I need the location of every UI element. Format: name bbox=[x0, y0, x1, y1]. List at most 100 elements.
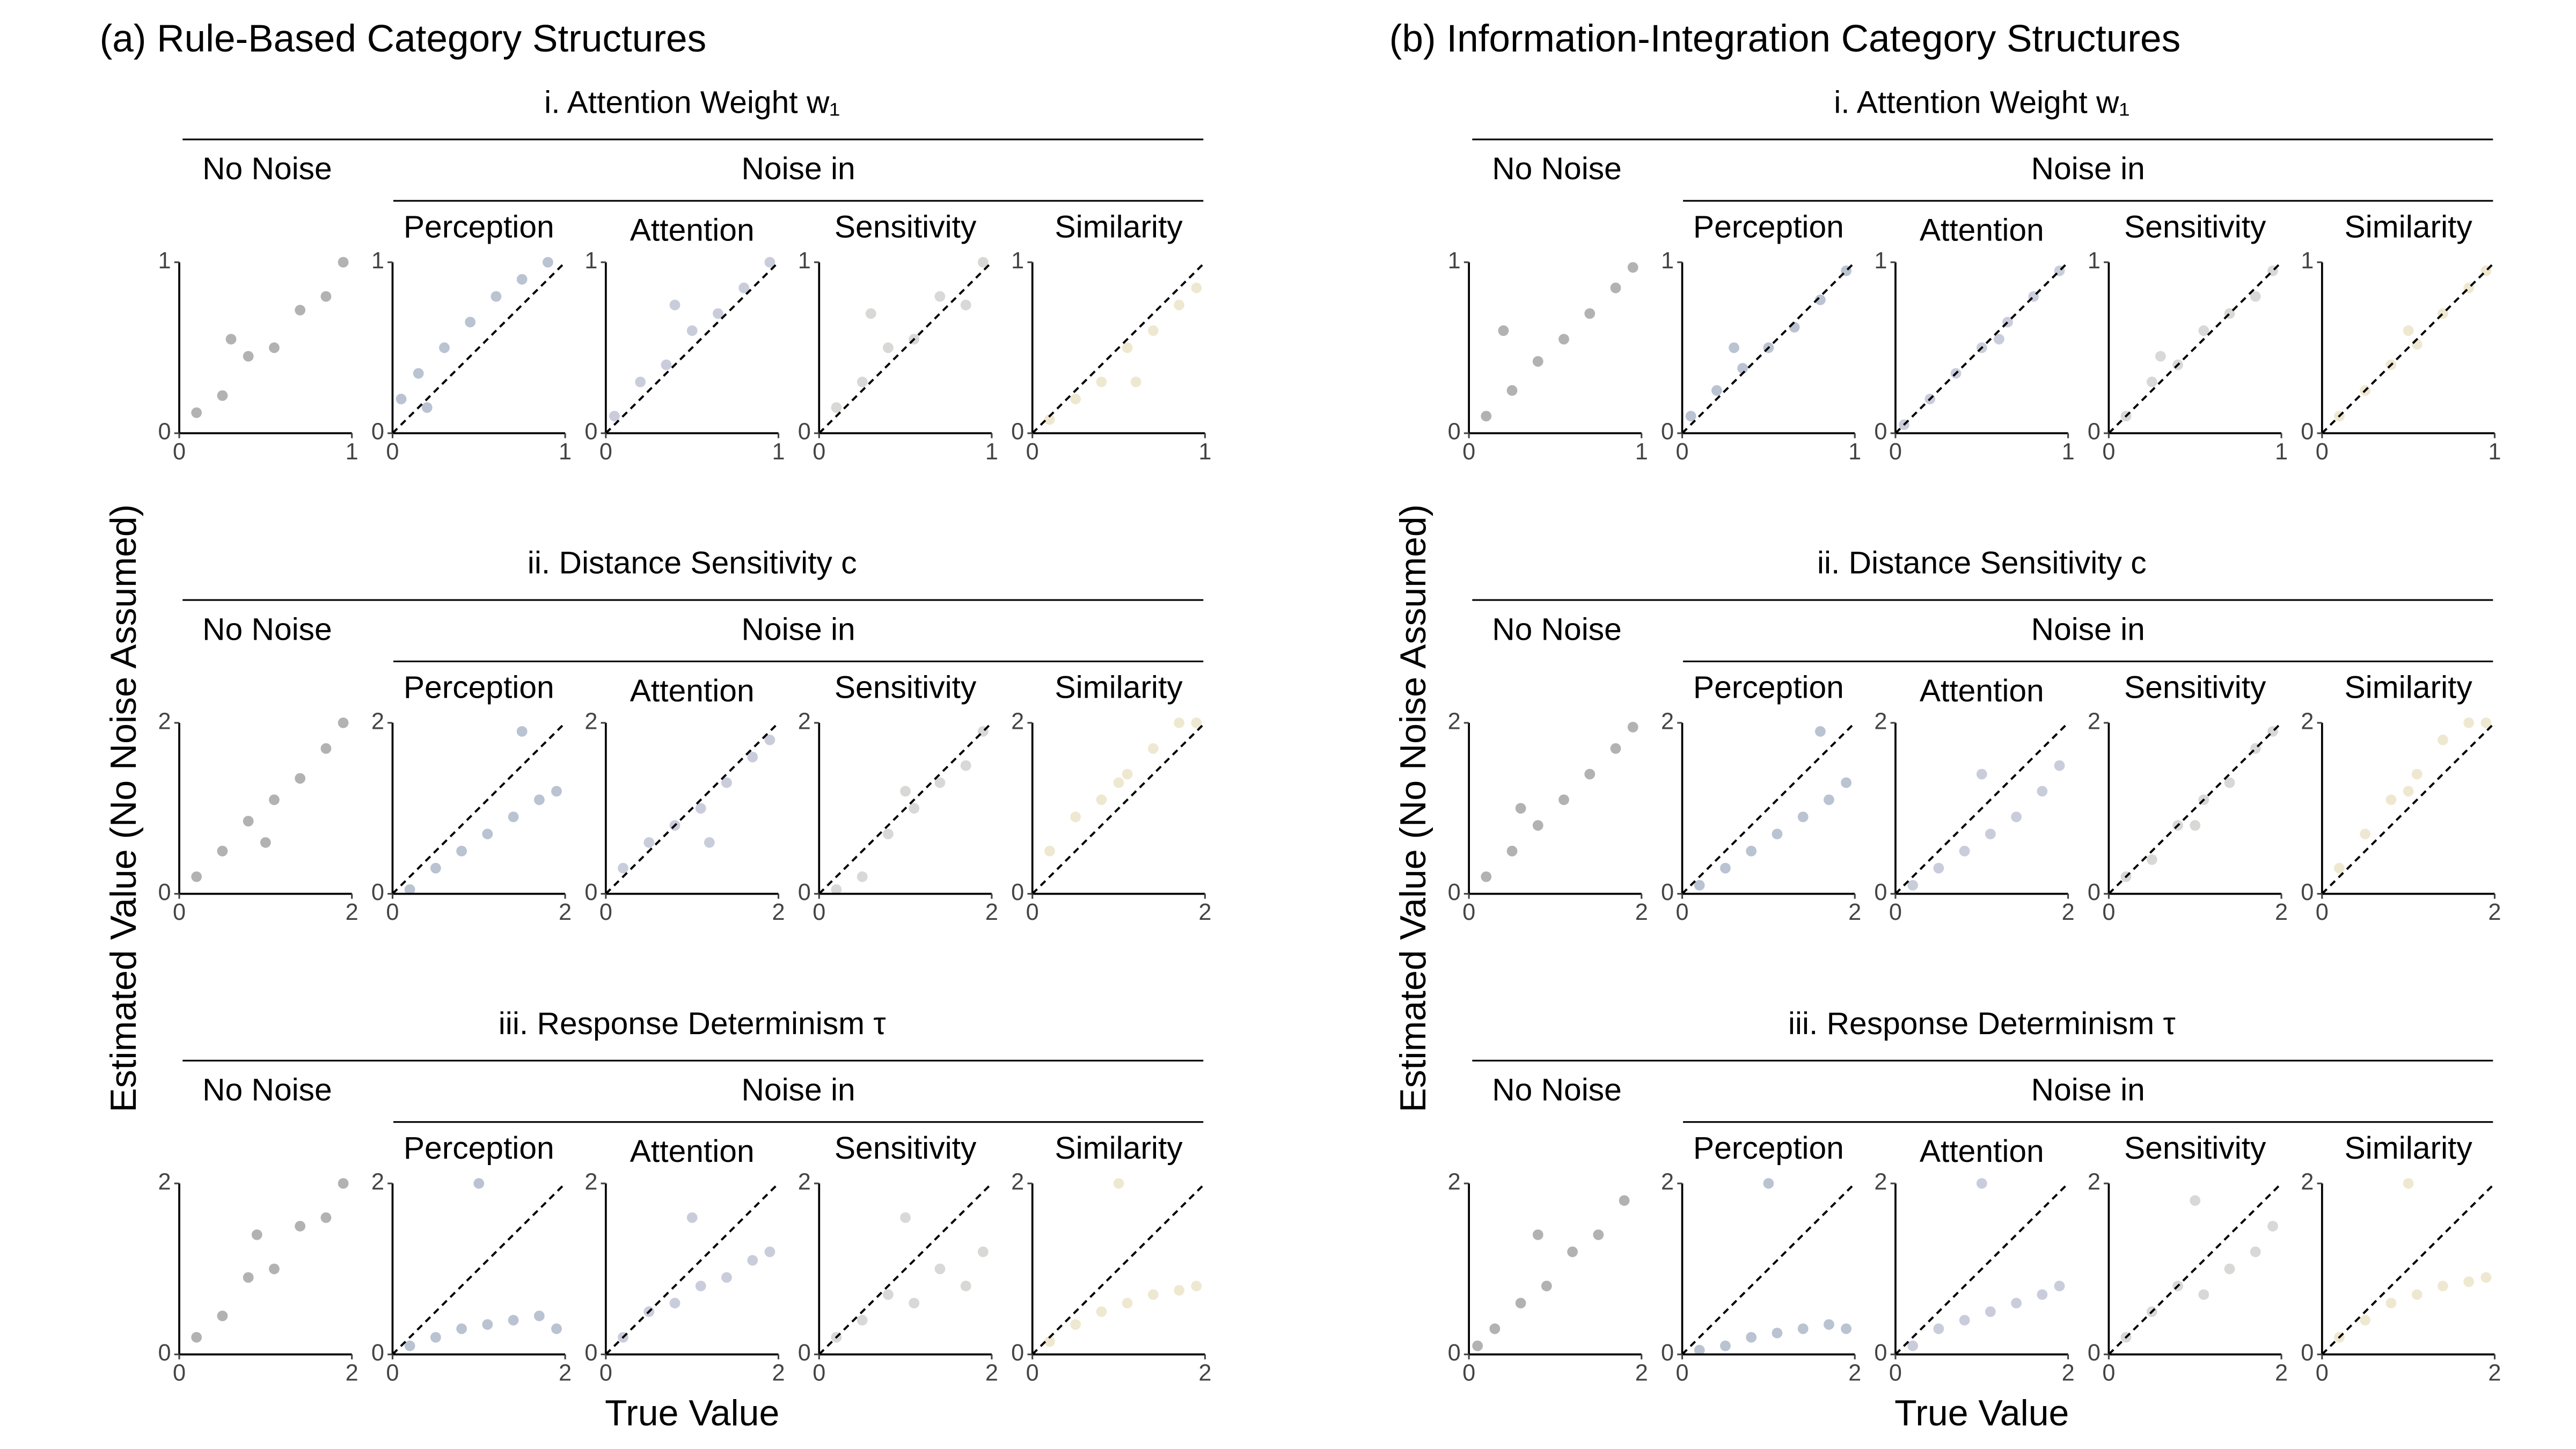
point bbox=[243, 816, 254, 826]
column-label: Perception bbox=[404, 670, 554, 705]
x-tick-label: 0 bbox=[2316, 1360, 2329, 1386]
point bbox=[1797, 1323, 1809, 1334]
x-tick-label: 2 bbox=[985, 899, 998, 925]
column-label: Similarity bbox=[1055, 209, 1183, 244]
identity-line bbox=[1031, 261, 1206, 434]
y-tick-label: 1 bbox=[2301, 248, 2314, 274]
point bbox=[2011, 811, 2022, 823]
point bbox=[404, 884, 415, 895]
point bbox=[2224, 1263, 2235, 1275]
y-tick-label: 2 bbox=[2301, 708, 2314, 734]
y-tick-label: 2 bbox=[158, 708, 171, 734]
point bbox=[1814, 726, 1826, 737]
identity-line bbox=[818, 1182, 993, 1356]
point bbox=[269, 794, 280, 806]
x-tick-label: 0 bbox=[2316, 899, 2329, 925]
point bbox=[1558, 794, 1569, 806]
point bbox=[1567, 1246, 1578, 1257]
point bbox=[191, 871, 202, 882]
column-label: Similarity bbox=[1055, 670, 1183, 705]
y-tick-label: 0 bbox=[1874, 880, 1887, 905]
point bbox=[269, 1263, 280, 1275]
point bbox=[1985, 1306, 1996, 1317]
point bbox=[1472, 1340, 1483, 1351]
x-tick-label: 0 bbox=[813, 439, 825, 465]
point bbox=[1130, 376, 1141, 387]
point bbox=[2463, 1276, 2475, 1287]
y-tick-label: 0 bbox=[1011, 1340, 1024, 1366]
point bbox=[338, 1178, 349, 1189]
point bbox=[1907, 880, 1919, 891]
row-title: i. Attention Weight w₁ bbox=[1834, 85, 2129, 120]
point bbox=[1907, 1340, 1919, 1351]
point bbox=[320, 291, 332, 302]
point bbox=[1959, 1315, 1970, 1326]
y-tick-label: 0 bbox=[371, 419, 384, 445]
point bbox=[1737, 363, 1748, 374]
x-tick-label: 1 bbox=[2062, 439, 2075, 465]
point bbox=[2155, 350, 2166, 362]
x-tick-label: 2 bbox=[559, 1360, 572, 1386]
point bbox=[1694, 880, 1705, 891]
point bbox=[1070, 1319, 1081, 1330]
group-label: Noise in bbox=[741, 612, 855, 647]
point bbox=[831, 884, 842, 895]
y-tick-label: 0 bbox=[798, 880, 811, 905]
point bbox=[413, 368, 424, 379]
point bbox=[857, 376, 868, 387]
point bbox=[1959, 845, 1970, 857]
point bbox=[747, 1255, 758, 1266]
point bbox=[2438, 1280, 2448, 1292]
row-title: ii. Distance Sensitivity c bbox=[1817, 546, 2147, 581]
x-tick-label: 0 bbox=[599, 899, 612, 925]
column-label: No Noise bbox=[1492, 151, 1622, 186]
x-tick-label: 0 bbox=[1675, 899, 1688, 925]
y-tick-label: 0 bbox=[2088, 419, 2101, 445]
point bbox=[686, 325, 698, 336]
point bbox=[721, 777, 732, 788]
column-label: No Noise bbox=[1492, 1073, 1622, 1108]
group-label: Noise in bbox=[741, 151, 855, 186]
point bbox=[1096, 1306, 1107, 1317]
point bbox=[1729, 342, 1739, 353]
point bbox=[695, 1280, 706, 1292]
point bbox=[2403, 786, 2414, 797]
x-tick-label: 2 bbox=[2488, 899, 2501, 925]
point bbox=[473, 1178, 485, 1189]
point bbox=[508, 1315, 519, 1326]
identity-line bbox=[2107, 1182, 2282, 1356]
identity-line bbox=[392, 722, 566, 895]
x-tick-label: 0 bbox=[386, 1360, 399, 1386]
point bbox=[2463, 718, 2475, 728]
x-tick-label: 0 bbox=[1675, 1360, 1688, 1386]
point bbox=[2480, 1272, 2492, 1283]
y-tick-label: 1 bbox=[1661, 248, 1674, 274]
y-tick-label: 0 bbox=[798, 419, 811, 445]
y-tick-label: 0 bbox=[158, 1340, 171, 1366]
identity-line bbox=[1894, 722, 2069, 895]
point bbox=[430, 862, 441, 874]
point bbox=[960, 299, 971, 311]
x-tick-label: 2 bbox=[346, 899, 358, 925]
point bbox=[865, 308, 876, 319]
point bbox=[2334, 862, 2345, 874]
y-tick-label: 0 bbox=[798, 1340, 811, 1366]
point bbox=[1174, 1285, 1185, 1296]
point bbox=[1489, 1323, 1501, 1334]
x-tick-label: 0 bbox=[2102, 899, 2115, 925]
point bbox=[1096, 376, 1107, 387]
point bbox=[1044, 845, 1055, 857]
x-tick-label: 2 bbox=[772, 899, 785, 925]
identity-line bbox=[818, 722, 993, 895]
column-label: Similarity bbox=[2344, 670, 2472, 705]
x-tick-label: 2 bbox=[2062, 1360, 2075, 1386]
point bbox=[2360, 1315, 2371, 1326]
y-tick-label: 0 bbox=[2301, 1340, 2314, 1366]
point bbox=[900, 786, 911, 797]
point bbox=[960, 760, 971, 771]
point bbox=[1772, 829, 1783, 839]
row-title: iii. Response Determinism τ bbox=[1788, 1006, 2176, 1041]
point bbox=[1147, 1289, 1159, 1300]
point bbox=[2011, 1298, 2022, 1309]
point bbox=[857, 1315, 868, 1326]
